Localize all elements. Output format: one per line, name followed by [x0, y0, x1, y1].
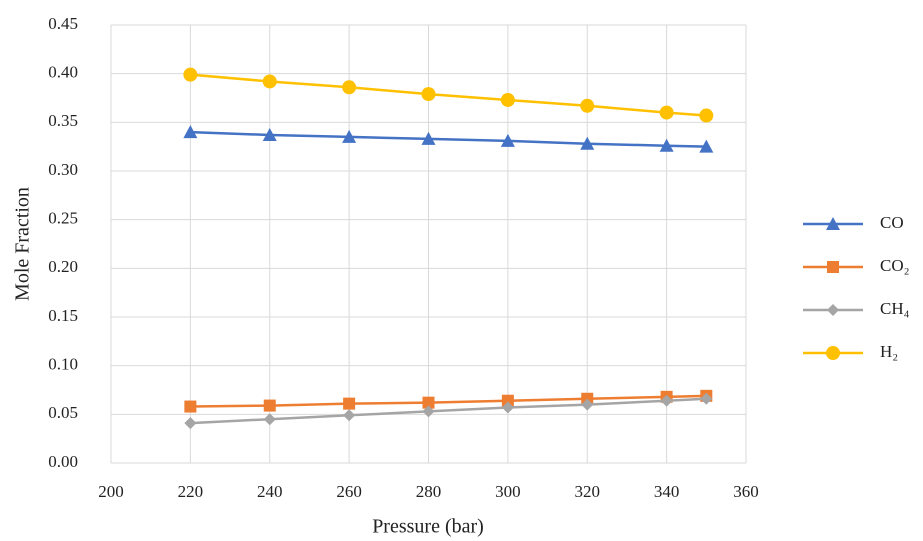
x-tick-label: 220	[178, 482, 204, 501]
y-tick-label: 0.30	[48, 160, 78, 179]
y-tick-label: 0.25	[48, 209, 78, 228]
x-tick-label: 260	[336, 482, 362, 501]
marker	[262, 127, 277, 141]
marker	[184, 417, 197, 430]
x-tick-label: 280	[416, 482, 442, 501]
y-axis-title: Mole Fraction	[12, 187, 34, 301]
y-tick-label: 0.00	[48, 452, 78, 471]
y-tick-label: 0.35	[48, 111, 78, 130]
marker	[501, 394, 514, 407]
x-tick-label: 320	[575, 482, 601, 501]
marker	[700, 392, 713, 405]
marker	[699, 108, 714, 123]
marker	[660, 394, 673, 407]
marker	[421, 87, 436, 102]
y-tick-label: 0.45	[48, 14, 78, 33]
marker	[826, 217, 840, 230]
marker	[184, 400, 197, 413]
marker	[659, 138, 674, 152]
x-tick-label: 200	[98, 482, 124, 501]
marker	[501, 401, 514, 414]
marker	[183, 67, 198, 82]
y-tick-label: 0.05	[48, 403, 78, 422]
marker	[826, 346, 840, 360]
marker	[183, 125, 198, 139]
marker	[699, 139, 714, 153]
x-tick-label: 340	[654, 482, 680, 501]
marker	[827, 261, 839, 273]
series-line	[190, 73, 707, 117]
marker	[500, 92, 515, 107]
x-tick-label: 240	[257, 482, 283, 501]
marker	[581, 398, 594, 411]
x-tick-label: 300	[495, 482, 521, 501]
series-line	[190, 397, 707, 425]
marker	[827, 304, 839, 316]
marker	[342, 80, 357, 95]
marker	[659, 105, 674, 120]
y-tick-label: 0.15	[48, 306, 78, 325]
legend-label: CH₄	[880, 299, 910, 318]
marker	[342, 129, 357, 143]
marker	[262, 74, 277, 89]
marker	[421, 131, 436, 145]
x-tick-label: 360	[733, 482, 759, 501]
legend-label: H₂	[880, 342, 898, 361]
legend-label: CO₂	[880, 256, 910, 275]
y-tick-label: 0.40	[48, 63, 78, 82]
marker	[580, 136, 595, 150]
marker	[343, 397, 356, 410]
series-line	[190, 130, 707, 148]
marker	[580, 98, 595, 113]
y-tick-label: 0.10	[48, 355, 78, 374]
marker	[343, 409, 356, 422]
x-axis-title: Pressure (bar)	[372, 516, 484, 538]
marker	[263, 413, 276, 426]
series-line	[190, 394, 707, 408]
marker	[500, 133, 515, 147]
legend-label: CO	[880, 213, 904, 232]
marker	[422, 396, 435, 409]
marker	[263, 399, 276, 412]
marker	[422, 405, 435, 418]
y-tick-label: 0.20	[48, 257, 78, 276]
